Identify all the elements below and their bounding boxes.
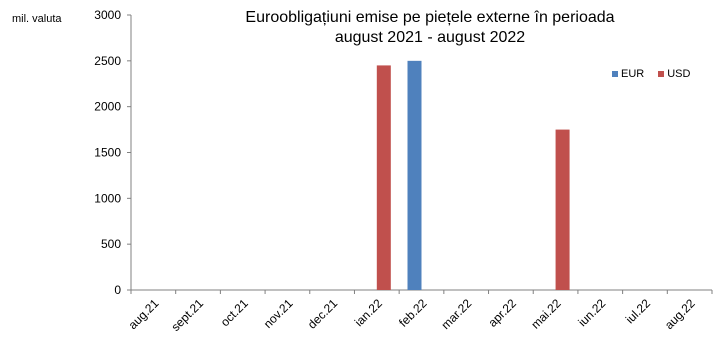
x-tick-label: aug.22 (662, 296, 698, 332)
chart-title: Euroobligațiuni emise pe piețele externe… (200, 8, 660, 48)
y-tick-label: 500 (101, 237, 121, 251)
legend-label-usd: USD (667, 68, 691, 80)
bar-usd-mai-22 (555, 129, 570, 290)
x-tick-label: dec.21 (305, 296, 341, 332)
y-axis-label: mil. valuta (12, 13, 62, 25)
x-tick-label: iun.22 (575, 296, 608, 329)
y-tick-label: 1000 (94, 191, 121, 205)
y-tick-label: 0 (114, 283, 121, 297)
y-tick-label: 2000 (94, 100, 121, 114)
x-tick-label: mar.22 (438, 296, 474, 332)
x-tick-label: sept.21 (168, 296, 206, 334)
legend-swatch-usd (658, 71, 665, 77)
x-tick-label: apr.22 (486, 296, 520, 330)
legend-item-usd: USD (658, 68, 690, 80)
x-tick-label: feb.22 (396, 296, 430, 330)
chart-title-line2: august 2021 - august 2022 (334, 29, 526, 46)
y-tick-label: 3000 (94, 8, 121, 22)
legend: EUR USD (612, 68, 690, 80)
x-tick-label: mai.22 (528, 296, 564, 332)
x-tick-label: ian.22 (352, 296, 385, 329)
legend-swatch-eur (612, 71, 618, 77)
x-tick-label: nov.21 (261, 296, 296, 331)
x-tick-label: oct.21 (218, 296, 251, 329)
bar-eur-feb-22 (407, 60, 422, 291)
chart-title-line1: Euroobligațiuni emise pe piețele externe… (245, 9, 615, 26)
legend-item-eur: EUR (612, 68, 644, 80)
y-tick-label: 2500 (94, 54, 121, 68)
x-tick-label: aug.21 (126, 296, 162, 332)
legend-label-eur: EUR (621, 68, 645, 80)
bar-usd-ian-22 (376, 65, 391, 291)
x-tick-label: iul.22 (623, 296, 653, 326)
y-tick-label: 1500 (94, 146, 121, 160)
